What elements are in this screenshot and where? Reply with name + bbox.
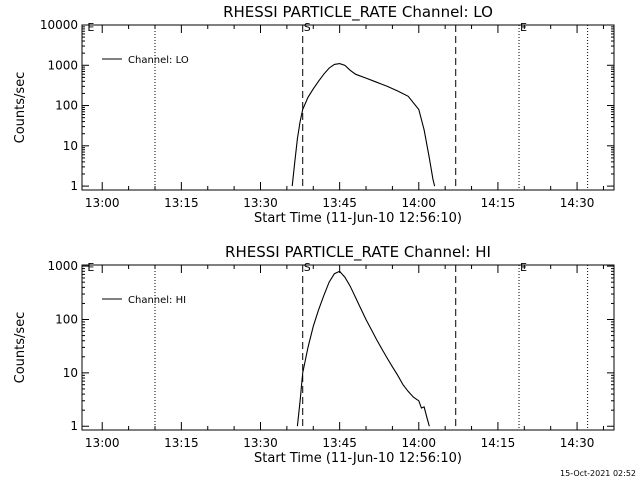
panel-1-plot-frame xyxy=(81,24,615,191)
panel-2-x-tick-label: 14:30 xyxy=(560,436,595,450)
panel-2-y-tick-label: 1 xyxy=(70,419,78,433)
panel-1-chart-title: RHESSI PARTICLE_RATE Channel: LO xyxy=(223,3,493,22)
panel-1-series-line xyxy=(291,63,436,187)
panel-2-x-tick-label: 14:00 xyxy=(401,436,436,450)
panel-1-y-axis-label: Counts/sec xyxy=(13,72,28,144)
panel-2-y-tick-label: 1000 xyxy=(47,259,78,273)
panel-1-y-tick-label: 10 xyxy=(63,139,78,153)
panel-2-x-tick-label: 14:15 xyxy=(481,436,516,450)
panel-2-series-line xyxy=(296,270,430,427)
panel-2-y-axis-label: Counts/sec xyxy=(13,312,28,384)
panel-1-x-tick-label: 13:15 xyxy=(164,196,199,210)
panel-2-chart-title: RHESSI PARTICLE_RATE Channel: HI xyxy=(225,243,491,262)
panel-2-plot-frame xyxy=(81,264,615,431)
panel-1-x-axis-label: Start Time (11-Jun-10 12:56:10) xyxy=(254,211,462,226)
panel-1-x-tick-label: 14:30 xyxy=(560,196,595,210)
panel-1-x-tick-label: 13:30 xyxy=(243,196,278,210)
panel-1-x-tick-label: 14:15 xyxy=(481,196,516,210)
panel-1-legend-label: Channel: LO xyxy=(128,55,189,66)
panel-1-y-tick-label: 1 xyxy=(70,179,78,193)
panel-2-x-axis-label: Start Time (11-Jun-10 12:56:10) xyxy=(254,451,462,466)
panel-2-legend-label: Channel: HI xyxy=(128,295,186,306)
panel-1-x-tick-label: 13:45 xyxy=(322,196,357,210)
panel-2-x-tick-label: 13:15 xyxy=(164,436,199,450)
footer-timestamp: 15-Oct-2021 02:52 xyxy=(560,469,636,478)
panel-2-x-tick-label: 13:00 xyxy=(85,436,120,450)
panel-1-y-tick-label: 10000 xyxy=(40,18,78,32)
panel-2-y-tick-label: 100 xyxy=(55,312,78,326)
panel-1-x-tick-label: 14:00 xyxy=(401,196,436,210)
panel-2-time-marker-label: E xyxy=(87,261,94,274)
panel-2-y-tick-label: 10 xyxy=(63,366,78,380)
panel-1-x-tick-label: 13:00 xyxy=(85,196,120,210)
panel-1-time-marker-label: E xyxy=(87,21,94,34)
panel-1-y-tick-label: 1000 xyxy=(47,58,78,72)
panel-2-x-tick-label: 13:30 xyxy=(243,436,278,450)
panel-2-time-marker-label: S xyxy=(304,261,311,274)
panel-2-x-tick-label: 13:45 xyxy=(322,436,357,450)
panel-1-time-marker-label: E xyxy=(520,21,527,34)
panel-1-time-marker-label: S xyxy=(304,21,311,34)
panel-1-y-tick-label: 100 xyxy=(55,99,78,113)
panel-2-time-marker-label: E xyxy=(520,261,527,274)
